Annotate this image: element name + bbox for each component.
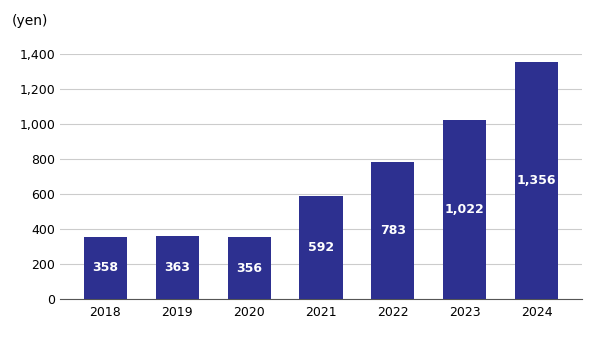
Bar [227, 237, 271, 299]
Bar [155, 236, 199, 299]
Bar [371, 162, 415, 299]
Text: 1,022: 1,022 [445, 203, 485, 216]
Text: 363: 363 [164, 261, 190, 274]
Bar [84, 237, 127, 299]
Text: 358: 358 [92, 261, 118, 274]
Bar [443, 120, 487, 299]
Bar [299, 196, 343, 299]
Text: 1,356: 1,356 [517, 174, 556, 187]
Text: 592: 592 [308, 241, 334, 254]
Text: 783: 783 [380, 224, 406, 237]
Bar [515, 62, 558, 299]
Text: 356: 356 [236, 261, 262, 275]
Text: (yen): (yen) [12, 14, 49, 28]
